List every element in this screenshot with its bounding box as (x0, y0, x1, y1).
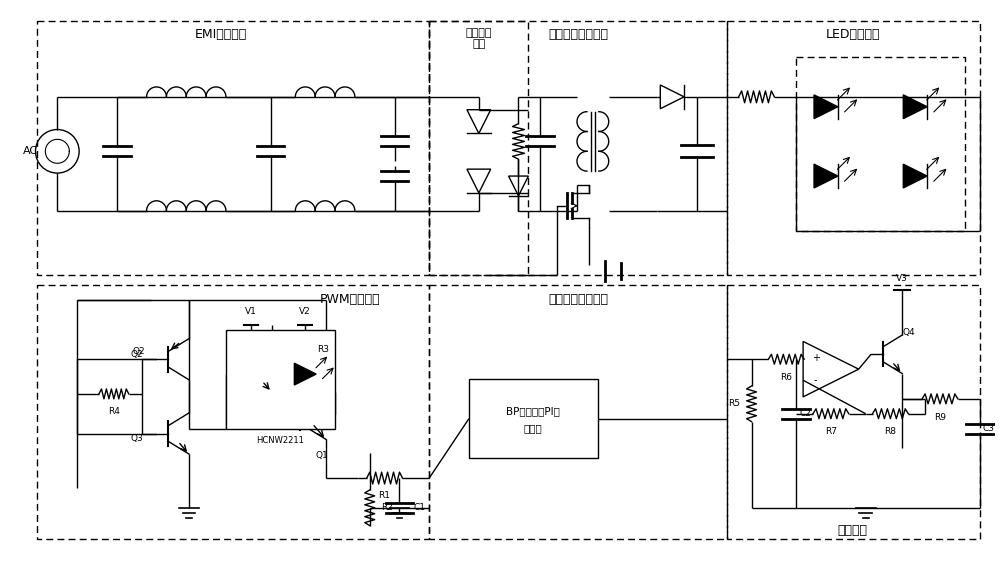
Text: 开关变换电路模块: 开关变换电路模块 (548, 28, 608, 41)
Bar (429, 20, 528, 275)
Text: Q4: Q4 (902, 328, 915, 337)
Text: R5: R5 (728, 399, 740, 408)
Text: V2: V2 (299, 307, 311, 316)
Bar (727, 20, 980, 275)
Text: R2: R2 (382, 503, 393, 512)
Polygon shape (814, 95, 838, 119)
Bar (727, 285, 980, 539)
Text: V1: V1 (245, 307, 257, 316)
Bar (469, 379, 598, 458)
Text: R4: R4 (108, 407, 120, 416)
Polygon shape (814, 164, 838, 188)
Text: Q3: Q3 (130, 434, 143, 443)
Text: HCNW2211: HCNW2211 (257, 436, 304, 445)
Text: LED负载模块: LED负载模块 (825, 28, 880, 41)
Bar (226, 329, 335, 428)
Text: Q1: Q1 (315, 451, 328, 460)
Text: -: - (814, 375, 817, 385)
Text: R9: R9 (934, 413, 946, 422)
Text: V3: V3 (896, 273, 908, 282)
Text: R6: R6 (780, 373, 792, 382)
Text: C1: C1 (413, 503, 425, 512)
Bar (429, 20, 727, 275)
Text: PWM驱动模块: PWM驱动模块 (320, 293, 380, 306)
Text: R1: R1 (379, 491, 391, 500)
Text: 模块: 模块 (472, 40, 485, 49)
Bar (796, 57, 965, 230)
Text: 全桥整流: 全桥整流 (466, 28, 492, 37)
Text: AC: AC (23, 146, 38, 156)
Polygon shape (294, 363, 316, 385)
Text: 采样模块: 采样模块 (838, 525, 868, 538)
Polygon shape (903, 95, 927, 119)
Text: 制算法: 制算法 (524, 423, 543, 434)
Text: C2: C2 (799, 409, 811, 418)
Text: R8: R8 (884, 427, 896, 436)
Bar (37, 20, 429, 275)
Bar (37, 285, 429, 539)
Text: EMI滤波模块: EMI滤波模块 (195, 28, 247, 41)
Text: +: + (812, 353, 820, 363)
Bar (429, 285, 727, 539)
Text: Q2: Q2 (132, 347, 145, 356)
Text: BP神经网络PI控: BP神经网络PI控 (506, 406, 560, 416)
Text: 嵌入式处理器模块: 嵌入式处理器模块 (548, 293, 608, 306)
Text: C3: C3 (983, 424, 995, 433)
Text: R7: R7 (825, 427, 837, 436)
Text: Q2: Q2 (130, 350, 143, 359)
Polygon shape (903, 164, 927, 188)
Text: R3: R3 (317, 345, 329, 354)
